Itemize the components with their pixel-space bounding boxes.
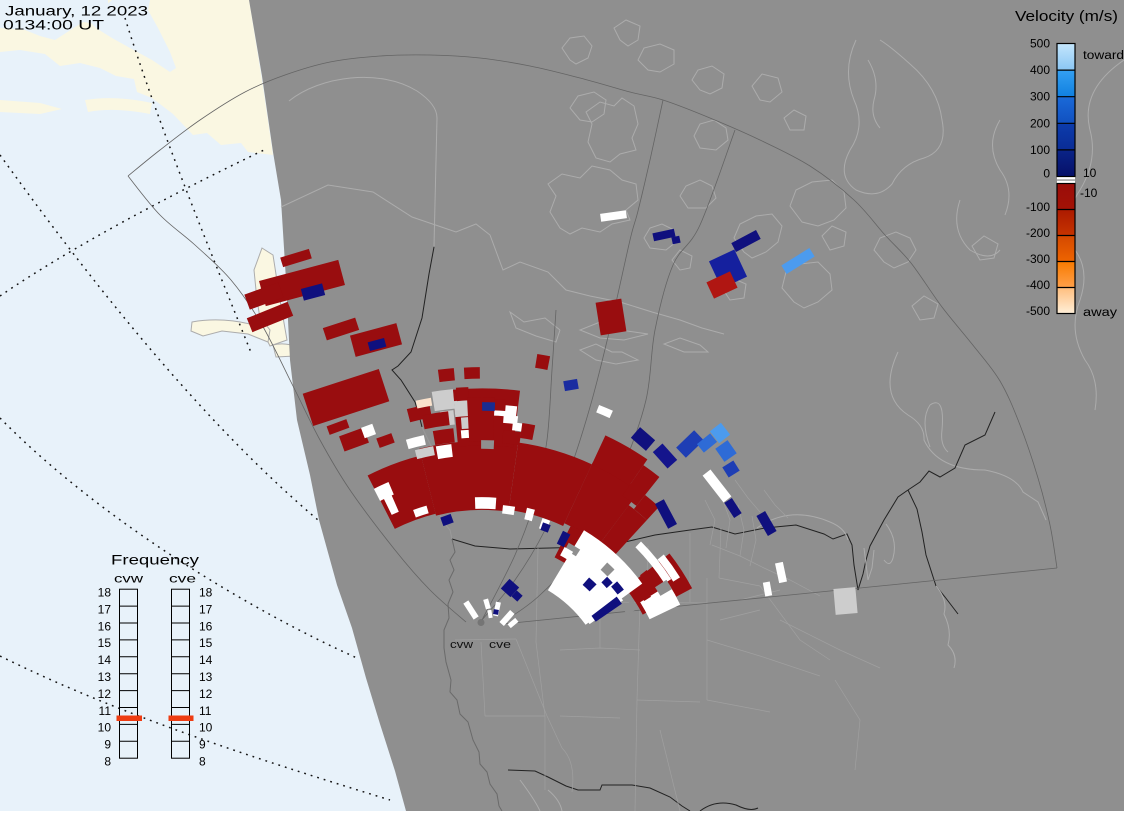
- svg-text:18: 18: [199, 586, 213, 600]
- svg-text:-10: -10: [1080, 186, 1098, 200]
- svg-text:Frequency: Frequency: [111, 553, 199, 568]
- svg-text:12: 12: [98, 687, 112, 701]
- svg-text:13: 13: [98, 670, 112, 684]
- svg-text:100: 100: [1030, 143, 1050, 157]
- svg-text:400: 400: [1030, 63, 1050, 77]
- svg-text:9: 9: [104, 738, 111, 752]
- svg-text:200: 200: [1030, 116, 1050, 130]
- svg-text:14: 14: [98, 653, 112, 667]
- svg-text:13: 13: [199, 670, 213, 684]
- svg-text:15: 15: [199, 636, 213, 650]
- svg-text:14: 14: [199, 653, 213, 667]
- svg-text:toward: toward: [1083, 50, 1124, 62]
- svg-text:17: 17: [199, 602, 213, 616]
- svg-text:17: 17: [98, 602, 112, 616]
- svg-text:300: 300: [1030, 90, 1050, 104]
- svg-text:-400: -400: [1026, 278, 1050, 292]
- svg-text:-300: -300: [1026, 252, 1050, 266]
- svg-text:0134:00 UT: 0134:00 UT: [3, 18, 104, 33]
- svg-text:January, 12 2023: January, 12 2023: [5, 3, 148, 18]
- svg-text:0: 0: [1043, 167, 1050, 181]
- svg-text:11: 11: [99, 704, 112, 718]
- svg-text:9: 9: [199, 738, 206, 752]
- svg-text:16: 16: [199, 619, 213, 633]
- svg-text:away: away: [1083, 307, 1117, 319]
- svg-text:500: 500: [1030, 37, 1050, 51]
- svg-text:-500: -500: [1026, 304, 1050, 318]
- svg-text:12: 12: [199, 687, 213, 701]
- svg-text:cve: cve: [489, 639, 511, 651]
- svg-text:18: 18: [98, 586, 112, 600]
- svg-text:16: 16: [98, 619, 112, 633]
- svg-text:cvw: cvw: [114, 572, 143, 586]
- svg-text:-100: -100: [1026, 200, 1050, 214]
- svg-text:10: 10: [1083, 166, 1097, 180]
- svg-text:Velocity (m/s): Velocity (m/s): [1015, 9, 1118, 25]
- svg-text:-200: -200: [1026, 226, 1050, 240]
- svg-text:cve: cve: [169, 572, 196, 586]
- svg-text:cvw: cvw: [450, 639, 473, 651]
- svg-text:10: 10: [98, 721, 112, 735]
- svg-text:10: 10: [199, 721, 213, 735]
- svg-text:8: 8: [104, 755, 111, 769]
- svg-text:11: 11: [199, 704, 212, 718]
- svg-text:15: 15: [98, 636, 112, 650]
- svg-text:8: 8: [199, 755, 206, 769]
